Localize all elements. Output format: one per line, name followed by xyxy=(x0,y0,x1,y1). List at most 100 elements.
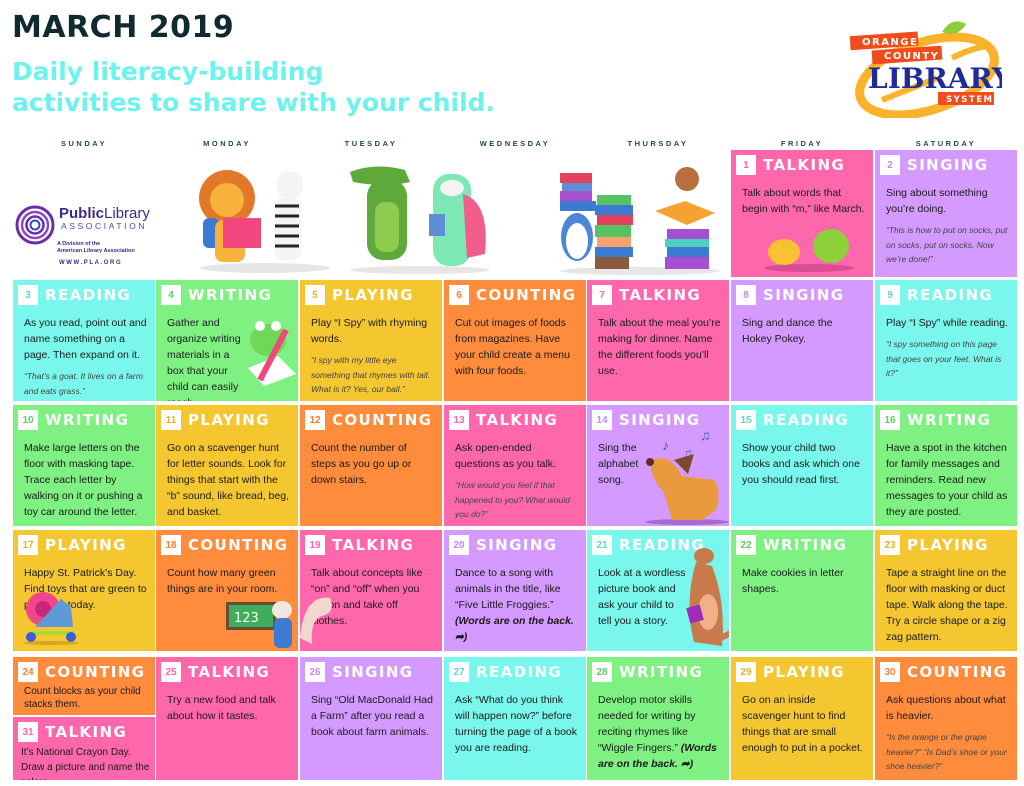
day-activity: Sing “Old MacDonald Had a Farm” after yo… xyxy=(311,694,433,738)
pla-division: A Division of the American Library Assoc… xyxy=(57,241,135,254)
calendar-day-23: 23 PLAYING Tape a straight line on the fl… xyxy=(875,530,1017,651)
day-activity: As you read, point out and name somethin… xyxy=(24,317,147,396)
calendar-day-1: 1 TALKING Talk about words that begin wit… xyxy=(731,150,873,277)
day-activity: Talk about words that begin with “m,” li… xyxy=(742,187,865,215)
weekday-thursday: THURSDAY xyxy=(627,139,689,148)
day-category: WRITING xyxy=(763,536,848,554)
day-number: 31 xyxy=(18,722,38,742)
day-number: 22 xyxy=(736,535,756,555)
day-category: COUNTING xyxy=(332,411,433,429)
day-number: 26 xyxy=(305,662,325,682)
day-number: 2 xyxy=(880,155,900,175)
weekday-saturday: SATURDAY xyxy=(915,139,977,148)
weekday-monday: MONDAY xyxy=(203,139,251,148)
squirrel-tail-illustration xyxy=(300,597,332,644)
day-activity: Play “I Spy” with rhyming words. “I spy w… xyxy=(311,317,431,394)
pla-name: PublicLibrary xyxy=(59,205,150,222)
day-number: 29 xyxy=(736,662,756,682)
day-category: WRITING xyxy=(45,411,130,429)
day-number: 25 xyxy=(161,662,181,682)
day-category: PLAYING xyxy=(332,286,414,304)
calendar-day-7: 7 TALKING Talk about the meal you’re maki… xyxy=(587,280,729,401)
day-number: 24 xyxy=(18,662,38,682)
day-number: 7 xyxy=(592,285,612,305)
day-category: SINGING xyxy=(763,286,845,304)
calendar-day-29: 29 PLAYING Go on an inside scavenger hunt… xyxy=(731,657,873,780)
calendar-day-14: 14 SINGING Sing the alphabet song. ♪ ♫ ♫ xyxy=(587,405,729,526)
words-on-back-note: (Words are on the back. ➦) xyxy=(455,615,574,643)
calendar-day-25: 25 TALKING Try a new food and talk about … xyxy=(156,657,298,780)
day-activity: Make large letters on the floor with mas… xyxy=(24,442,143,518)
page-subtitle: Daily literacy-building activities to sh… xyxy=(12,56,495,118)
birds-illustration xyxy=(764,229,854,272)
day-activity: Make cookies in letter shapes. xyxy=(742,567,844,595)
day-number: 4 xyxy=(161,285,181,305)
calendar-day-21: 21 READING Look at a wordless picture boo… xyxy=(587,530,729,651)
day-number: 11 xyxy=(161,410,181,430)
day-category: PLAYING xyxy=(907,536,989,554)
day-activity: Count blocks as your child stacks them. xyxy=(24,686,141,710)
calendar-day-6: 6 COUNTING Cut out images of foods from m… xyxy=(444,280,586,401)
day-number: 17 xyxy=(18,535,38,555)
day-activity: Gather and organize writing materials in… xyxy=(167,317,241,401)
day-activity: Talk about the meal you’re making for di… xyxy=(598,317,721,377)
day-category: TALKING xyxy=(332,536,415,554)
subtitle-line-1: Daily literacy-building xyxy=(12,57,324,86)
day-number: 28 xyxy=(592,662,612,682)
svg-text:123: 123 xyxy=(234,611,259,626)
day-category: READING xyxy=(476,663,563,681)
calendar-day-28: 28 WRITING Develop motor skills needed fo… xyxy=(587,657,729,780)
calendar-day-5: 5 PLAYING Play “I Spy” with rhyming words… xyxy=(300,280,442,401)
svg-text:LIBRARY: LIBRARY xyxy=(868,62,1002,95)
day-category: TALKING xyxy=(45,723,128,741)
day-category: PLAYING xyxy=(188,411,270,429)
svg-text:ORANGE: ORANGE xyxy=(862,37,918,48)
day-activity: Dance to a song with animals in the titl… xyxy=(455,567,574,643)
day-number: 9 xyxy=(880,285,900,305)
svg-text:♪: ♪ xyxy=(662,437,669,453)
day-category: COUNTING xyxy=(45,663,146,681)
day-category: TALKING xyxy=(619,286,702,304)
day-number: 19 xyxy=(305,535,325,555)
calendar-day-12: 12 COUNTING Count the number of steps as … xyxy=(300,405,442,526)
day-category: READING xyxy=(619,536,706,554)
day-activity: Have a spot in the kitchen for family me… xyxy=(886,442,1008,518)
snail-scooter-illustration xyxy=(23,592,79,645)
calendar-day-24: 24 COUNTING Count blocks as your child st… xyxy=(13,657,155,715)
svg-text:♫: ♫ xyxy=(700,427,711,443)
day-activity: Count how many green things are in your … xyxy=(167,567,278,595)
day-number: 13 xyxy=(449,410,469,430)
day-category: WRITING xyxy=(619,663,704,681)
day-activity: Go on a scavenger hunt for letter sounds… xyxy=(167,442,289,518)
crocodile-sloth-illustration xyxy=(350,166,490,274)
day-number: 15 xyxy=(736,410,756,430)
chalkboard-cat-illustration: 123 xyxy=(226,601,292,648)
day-activity: Look at a wordless picture book and ask … xyxy=(598,567,686,627)
calendar-day-15: 15 READING Show your child two books and … xyxy=(731,405,873,526)
singing-dog-illustration: ♪ ♫ ♫ xyxy=(645,427,729,525)
day-category: WRITING xyxy=(907,411,992,429)
calendar-day-20: 20 SINGING Dance to a song with animals i… xyxy=(444,530,586,651)
day-number: 6 xyxy=(449,285,469,305)
weekday-friday: FRIDAY xyxy=(780,139,824,148)
day-category: COUNTING xyxy=(907,663,1008,681)
day-activity: Sing about something you’re doing. “This … xyxy=(886,187,1008,264)
day-number: 1 xyxy=(736,155,756,175)
day-activity: Ask “What do you think will happen now?”… xyxy=(455,694,578,754)
weekday-tuesday: TUESDAY xyxy=(344,139,398,148)
subtitle-line-2: activities to share with your child. xyxy=(12,88,496,117)
calendar-day-9: 9 READING Play “I Spy” while reading. “I s… xyxy=(875,280,1017,401)
day-category: COUNTING xyxy=(476,286,577,304)
calendar-day-10: 10 WRITING Make large letters on the floo… xyxy=(13,405,155,526)
day-activity: Develop motor skills needed for writing … xyxy=(598,694,717,770)
day-number: 5 xyxy=(305,285,325,305)
day-number: 30 xyxy=(880,662,900,682)
day-number: 16 xyxy=(880,410,900,430)
ocls-logo: ORANGE COUNTY LIBRARY SYSTEM xyxy=(842,18,1013,120)
calendar-day-18: 18 COUNTING Count how many green things a… xyxy=(156,530,298,651)
weekday-wednesday: WEDNESDAY xyxy=(479,139,551,148)
calendar-day-13: 13 TALKING Ask open-ended questions as yo… xyxy=(444,405,586,526)
pla-rings-icon xyxy=(15,205,55,245)
day-activity: Count the number of steps as you go up o… xyxy=(311,442,412,486)
pla-url: WWW.PLA.ORG xyxy=(59,260,123,266)
